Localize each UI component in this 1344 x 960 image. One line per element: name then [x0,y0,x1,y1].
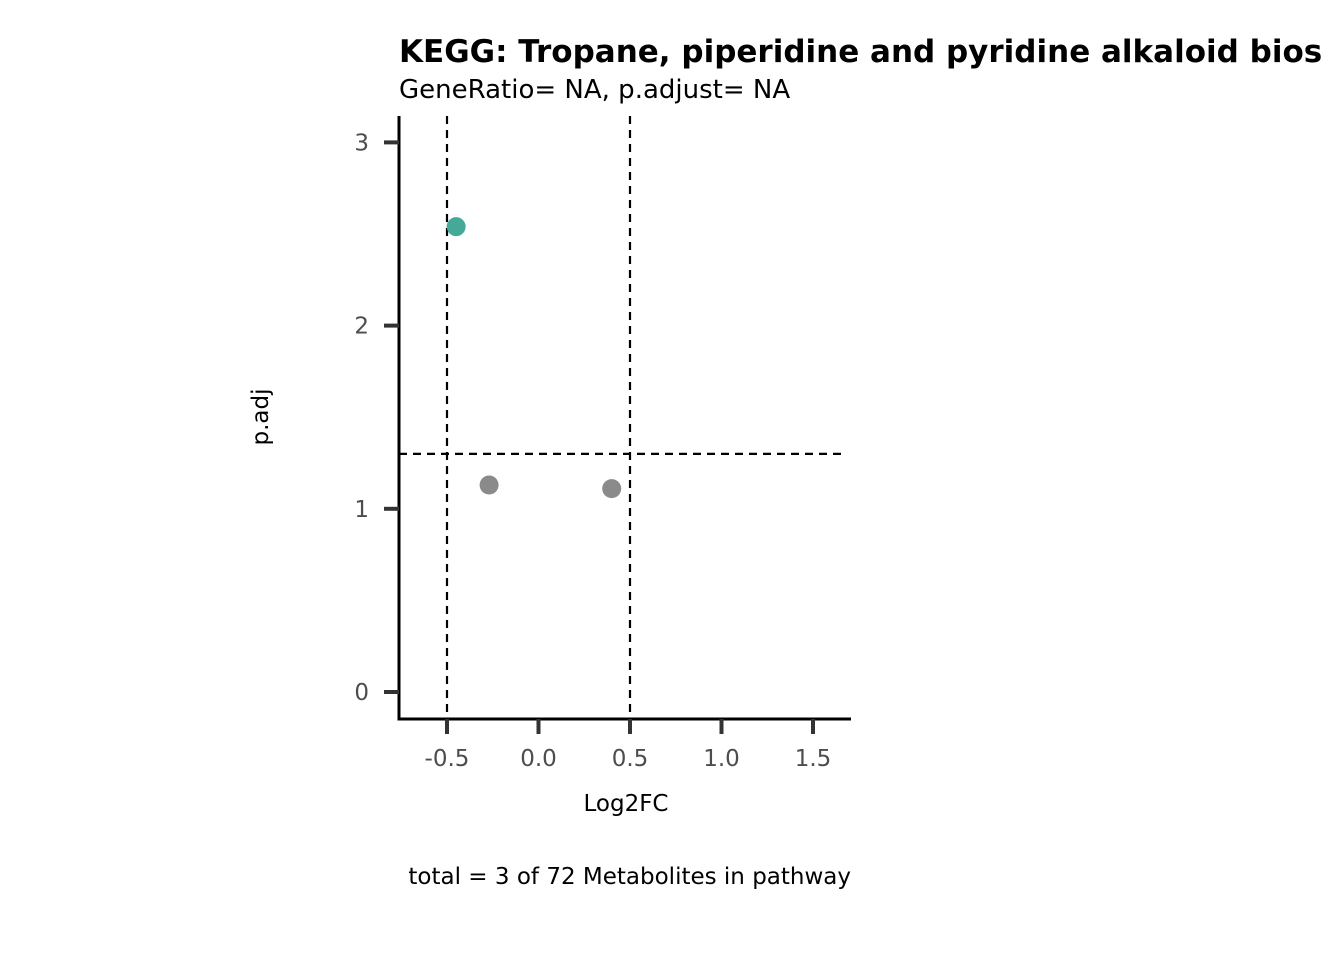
y-tick-label: 1 [354,497,369,523]
chart-subtitle: GeneRatio= NA, p.adjust= NA [399,75,790,105]
y-tick-label: 0 [354,680,369,706]
x-axis-title: Log2FC [583,791,668,817]
chart-caption: total = 3 of 72 Metabolites in pathway [408,864,851,890]
plot-panel: 0 1 2 3 -0.5 0.0 0.5 1.0 1.5 [354,116,851,772]
data-point-not-significant [479,475,499,495]
x-tick-label: -0.5 [425,746,470,772]
chart-title: KEGG: Tropane, piperidine and pyridine a… [399,34,1322,70]
y-tick-label: 3 [354,130,369,156]
x-tick-label: 0.0 [520,746,557,772]
y-tick-label: 2 [354,314,369,340]
data-point-significant [446,217,466,237]
x-tick-label: 0.5 [612,746,649,772]
x-tick-label: 1.5 [795,746,832,772]
data-point-not-significant [602,479,622,499]
y-axis-title: p.adj [248,389,274,446]
x-tick-label: 1.0 [703,746,740,772]
